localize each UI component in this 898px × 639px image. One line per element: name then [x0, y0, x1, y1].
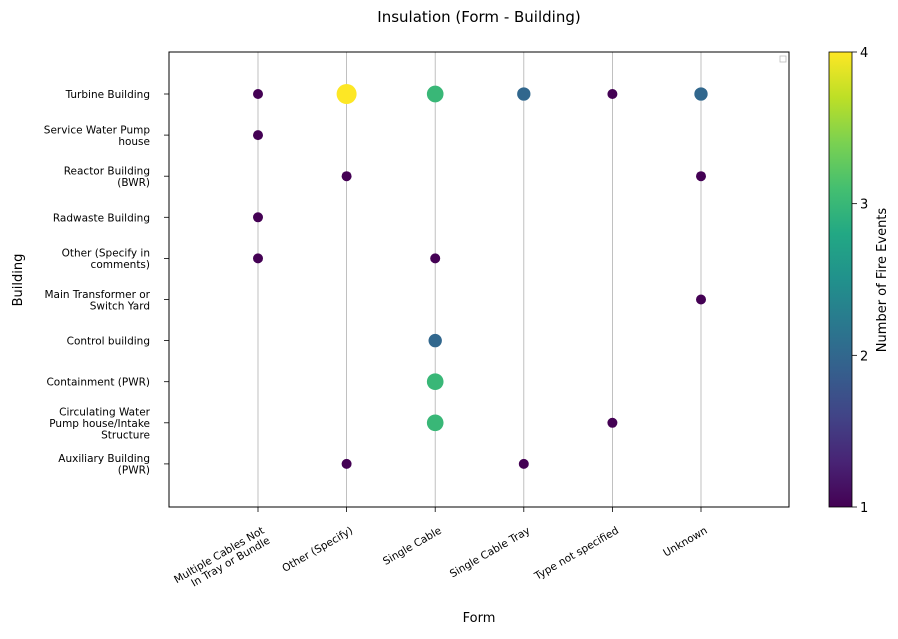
legend-box — [779, 55, 787, 63]
scatter-point — [426, 373, 444, 391]
x-tick-label: Single Cable Tray — [448, 525, 532, 581]
y-tick-label: Service Water Pump house — [44, 124, 151, 148]
colorbar-tick-label: 3 — [860, 198, 868, 213]
scatter-point — [253, 212, 263, 223]
y-tick-label: Turbine Building — [65, 89, 150, 101]
colorbar-frame — [828, 51, 853, 508]
x-tick-label: Other (Specify) — [280, 525, 355, 575]
y-tick-label: Circulating Water Pump house/Intake Struct… — [49, 406, 150, 441]
scatter-point — [336, 84, 357, 104]
scatter-point — [607, 89, 618, 99]
plot-frame — [168, 51, 790, 508]
scatter-point — [696, 171, 706, 182]
y-axis-ticks: Turbine Building Service Water Pump house R… — [44, 89, 169, 477]
scatter-point — [426, 85, 444, 103]
x-axis-label: Form — [463, 611, 496, 626]
y-tick-label: Other (Specify in comments) — [62, 248, 150, 272]
scatter-point — [253, 253, 263, 264]
scatter-point — [518, 458, 529, 469]
scatter-point — [428, 333, 442, 348]
y-tick-label: Containment (PWR) — [46, 377, 150, 389]
scatter-point — [696, 294, 706, 305]
scatter-point — [253, 89, 263, 99]
scatter-point — [341, 458, 352, 469]
chart-title: Insulation (Form - Building) — [377, 8, 580, 26]
scatter-point — [341, 171, 352, 182]
y-tick-label: Main Transformer or Switch Yard — [45, 289, 151, 313]
colorbar-tick-label: 2 — [860, 349, 868, 364]
x-tick-label: Multiple Cables NotIn Tray or Bundle — [172, 525, 272, 596]
data-points — [253, 84, 708, 469]
y-axis-label: Building — [11, 254, 26, 307]
scatter-point — [607, 417, 618, 428]
x-tick-label: Type not specified — [532, 525, 621, 583]
scatter-point — [517, 87, 531, 101]
x-tick-label: Unknown — [661, 525, 709, 560]
x-axis-ticks: Multiple Cables NotIn Tray or Bundle Othe… — [172, 507, 710, 596]
colorbar — [829, 52, 852, 507]
y-tick-label: Auxiliary Building (PWR) — [58, 453, 150, 477]
scatter-point — [694, 87, 708, 101]
scatter-point — [430, 253, 441, 264]
colorbar-label: Number of Fire Events — [875, 208, 890, 353]
colorbar-ticks: 1 2 3 4 — [852, 46, 868, 516]
x-tick-label: Single Cable — [381, 525, 444, 568]
y-tick-label: Reactor Building (BWR) — [64, 165, 150, 189]
colorbar-tick-label: 1 — [860, 501, 868, 516]
y-tick-label: Control building — [67, 336, 150, 348]
gridlines — [257, 52, 702, 507]
colorbar-tick-label: 4 — [860, 46, 868, 61]
scatter-point — [253, 130, 263, 141]
scatter-point — [426, 414, 444, 432]
y-tick-label: Radwaste Building — [53, 212, 150, 224]
